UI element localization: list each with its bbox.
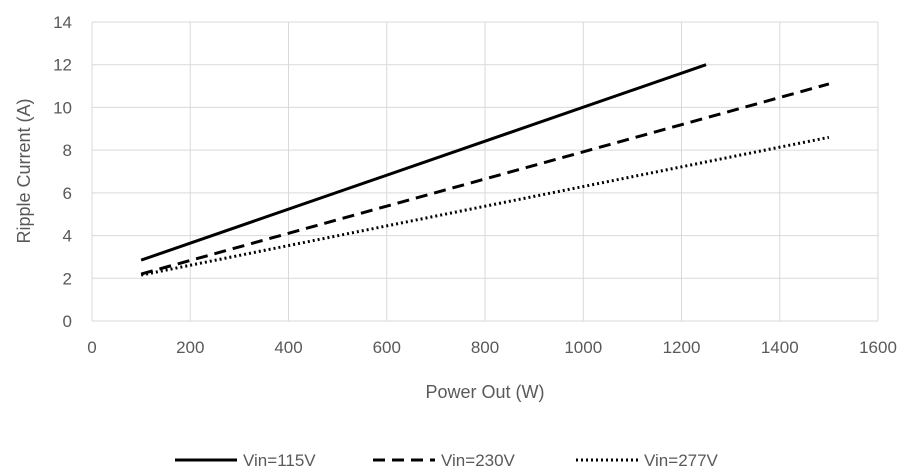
chart-legend: Vin=115V Vin=230V Vin=277V [175, 451, 719, 470]
y-axis-label: Ripple Current (A) [14, 98, 34, 243]
x-axis-label: Power Out (W) [425, 382, 544, 402]
x-tick-label: 800 [471, 338, 499, 357]
y-tick-label: 12 [53, 56, 72, 75]
x-tick-label: 1600 [859, 338, 897, 357]
x-tick-label: 1200 [663, 338, 701, 357]
x-tick-label: 200 [176, 338, 204, 357]
legend-label: Vin=277V [644, 451, 719, 470]
x-axis-ticks: 0 200 400 600 800 1000 1200 1400 1600 [87, 338, 897, 357]
x-tick-label: 1400 [761, 338, 799, 357]
y-tick-label: 6 [63, 184, 72, 203]
chart-grid [91, 21, 879, 322]
y-tick-label: 4 [63, 227, 72, 246]
x-tick-label: 600 [373, 338, 401, 357]
y-tick-label: 0 [63, 312, 72, 331]
legend-label: Vin=115V [243, 451, 316, 470]
chart-series [140, 63, 830, 277]
y-tick-label: 2 [63, 269, 72, 288]
x-tick-label: 1000 [564, 338, 602, 357]
y-axis-ticks: 0 2 4 6 8 10 12 14 [53, 13, 72, 331]
y-tick-label: 10 [53, 98, 72, 117]
legend-label: Vin=230V [441, 451, 516, 470]
series-line-vin-277v [140, 135, 830, 277]
y-tick-label: 8 [63, 141, 72, 160]
series-line-vin-115v [140, 63, 707, 262]
y-tick-label: 14 [53, 13, 72, 32]
x-tick-label: 0 [87, 338, 96, 357]
series-line-vin-230v [140, 82, 830, 276]
x-tick-label: 400 [274, 338, 302, 357]
